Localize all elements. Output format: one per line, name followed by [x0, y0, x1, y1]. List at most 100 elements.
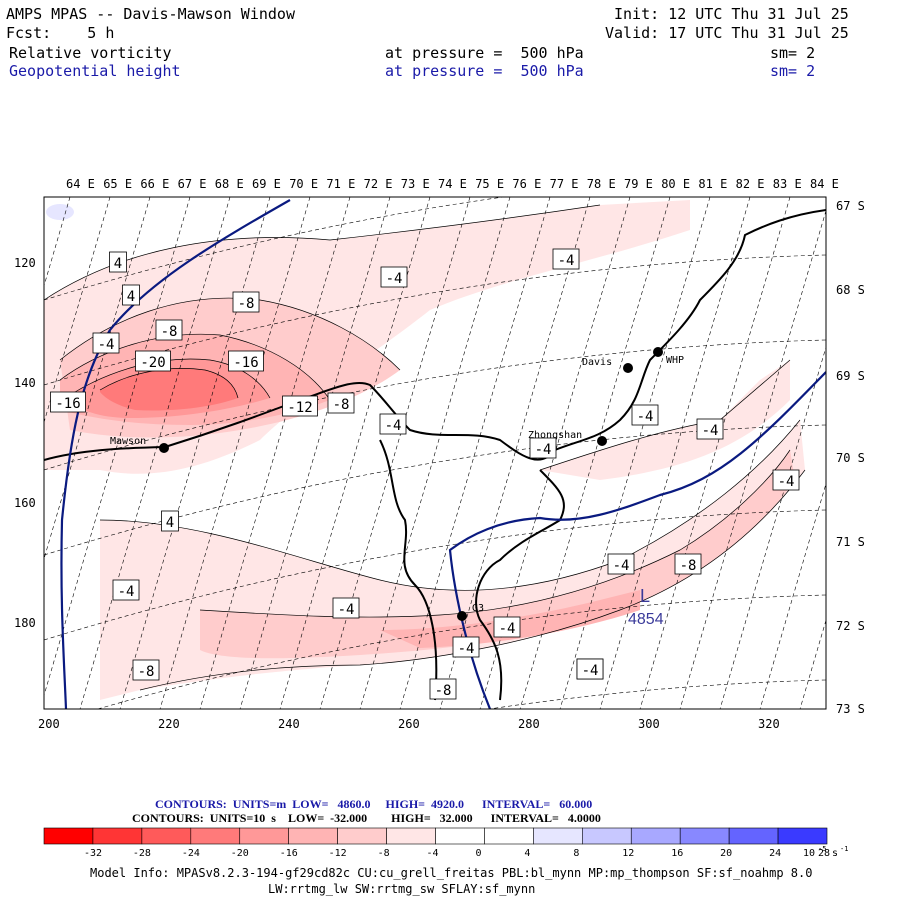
y-grid-ticks: 120 140 160 180 — [14, 256, 36, 630]
contour-label-box — [674, 553, 702, 575]
contour-label-box — [576, 658, 604, 680]
contour-label: -4 — [778, 474, 795, 490]
contour-label-box — [552, 248, 580, 270]
lon-label: 73 E — [401, 177, 430, 191]
colorbar-swatch — [288, 827, 338, 845]
lon-label: 77 E — [550, 177, 579, 191]
lon-label: 69 E — [252, 177, 281, 191]
colorbar-swatch — [386, 827, 436, 845]
lon-label: 68 E — [215, 177, 244, 191]
station-dot-whp — [653, 347, 663, 357]
contour-label: -4 — [613, 558, 630, 574]
contour-label: 4 — [127, 289, 135, 305]
lon-label: 71 E — [326, 177, 355, 191]
colorbar-tick-label: -20 — [231, 848, 249, 859]
x-tick-label: 220 — [158, 717, 180, 731]
lon-label: 82 E — [736, 177, 765, 191]
meridian-line — [159, 197, 311, 709]
colorbar-swatch — [92, 827, 143, 845]
contour-label-box — [327, 392, 355, 414]
meridian-line — [759, 482, 826, 709]
contour-label-box — [332, 597, 360, 619]
station-dot-davis — [623, 363, 633, 373]
y-tick-label: 120 — [14, 256, 36, 270]
colorbar-ticks: -32 -28 -24 -20 -16 -12 -8 -4 0 4 8 12 16 20 24 28 — [84, 848, 830, 859]
contour-label: -4 — [385, 418, 402, 434]
lon-label: 80 E — [661, 177, 690, 191]
contour-labels: 4 4 -4 -4 -4 -8 -8 -20 -16 -16 -12 -8 -4 -4 -4 -4 4 -4 -4 -… — [50, 248, 800, 700]
parallel-line — [96, 594, 826, 709]
latitude-labels: 67 S 68 S 69 S 70 S 71 S 72 S 73 S — [836, 199, 865, 716]
colorbar-tick-label: -8 — [378, 848, 390, 859]
lon-label: 75 E — [475, 177, 504, 191]
contour-label-box — [772, 469, 800, 491]
map-frame — [43, 196, 827, 710]
contour-label: -4 — [98, 337, 115, 353]
contour-label: -4 — [118, 584, 135, 600]
lat-label: 71 S — [836, 535, 865, 549]
contour-label: -4 — [582, 663, 599, 679]
contour-label-box — [161, 510, 179, 532]
colorbar-swatch — [141, 827, 192, 845]
forecast-hour: Fcst: 5 h — [6, 24, 115, 42]
meridian-line — [719, 346, 826, 709]
field2-level: at pressure = 500 hPa — [385, 62, 584, 80]
meridian-line — [239, 197, 391, 709]
lat-label: 70 S — [836, 451, 865, 465]
colorbar-tick-label: -12 — [329, 848, 347, 859]
shade-positive-patch — [46, 204, 74, 220]
colorbar-swatch — [630, 827, 681, 845]
colorbar-tick-label: 4 — [524, 848, 530, 859]
init-time: Init: 12 UTC Thu 31 Jul 25 — [614, 5, 849, 23]
contour-label-box — [92, 332, 120, 354]
station-label-zhongshan: Zhongshan — [528, 430, 582, 441]
colorbar-swatch — [777, 827, 828, 845]
colorbar-tick-label: -28 — [133, 848, 151, 859]
parallel-line — [44, 339, 826, 471]
colorbar-unit-exp: -5 — [818, 845, 826, 853]
colorbar-tick-label: -4 — [427, 848, 439, 859]
contour-label: -4 — [338, 602, 355, 618]
model-info-line2: LW:rrtmg_lw SW:rrtmg_sw SFLAY:sf_mynn — [268, 882, 536, 896]
contour-label-box — [493, 616, 521, 638]
x-tick-label: 300 — [638, 717, 660, 731]
parallel-line — [487, 679, 826, 709]
contour-label: -8 — [161, 324, 178, 340]
x-tick-label: 240 — [278, 717, 300, 731]
colorbar-tick-label: -24 — [182, 848, 200, 859]
stations: Mawson Davis WHP Zhongshan G3 — [110, 347, 684, 621]
contour-label-box — [429, 678, 457, 700]
colorbar-swatch — [484, 827, 534, 845]
lon-label: 66 E — [140, 177, 169, 191]
contour-label: -4 — [637, 409, 654, 425]
y-tick-label: 180 — [14, 616, 36, 630]
meridian-line — [359, 197, 511, 709]
x-tick-label: 200 — [38, 717, 60, 731]
meridian-line — [44, 197, 191, 697]
lon-label: 72 E — [364, 177, 393, 191]
lat-label: 73 S — [836, 702, 865, 716]
meridian-line — [399, 197, 551, 709]
meridian-line — [519, 197, 671, 709]
contour-label: -4 — [499, 621, 516, 637]
parallel-line — [44, 254, 826, 386]
coastline — [44, 209, 826, 701]
y-tick-label: 140 — [14, 376, 36, 390]
valid-time: Valid: 17 UTC Thu 31 Jul 25 — [605, 24, 849, 42]
meridian-line — [79, 197, 231, 709]
contour-label: -8 — [333, 397, 350, 413]
contour-label-box — [529, 437, 557, 459]
longitude-labels: 64 E 65 E 66 E 67 E 68 E 69 E 70 E 71 E 72 E 73 E… — [66, 177, 839, 191]
colorbar-swatch — [337, 827, 387, 845]
lon-label: 70 E — [289, 177, 318, 191]
colorbar-swatch — [190, 827, 241, 845]
field1-level: at pressure = 500 hPa — [385, 44, 584, 62]
low-value: 4854 — [628, 611, 664, 628]
contour-label-box — [452, 636, 480, 658]
station-dot-mawson — [159, 443, 169, 453]
colorbar-unit-s-exp: -1 — [840, 845, 848, 853]
x-tick-label: 320 — [758, 717, 780, 731]
contour-label: -16 — [55, 396, 80, 412]
field1-name: Relative vorticity — [9, 44, 172, 62]
colorbar-unit: 10 — [803, 848, 815, 859]
